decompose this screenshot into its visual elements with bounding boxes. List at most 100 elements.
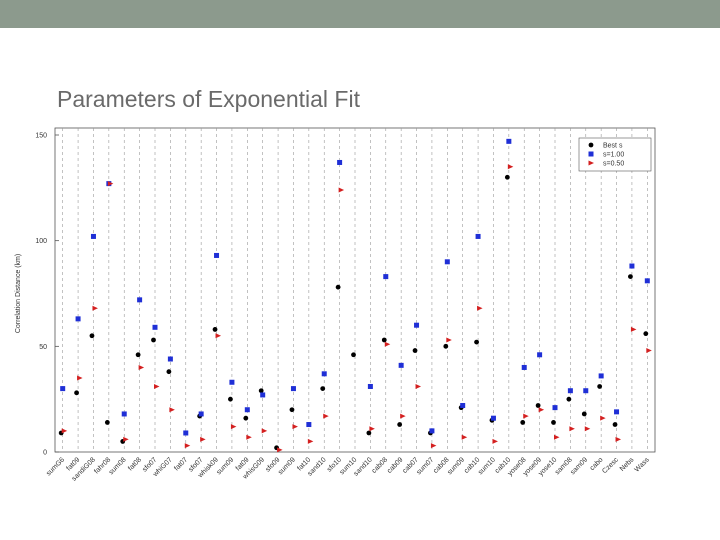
point — [74, 390, 79, 396]
point — [414, 322, 420, 328]
point — [400, 413, 406, 419]
point — [612, 422, 618, 427]
point — [321, 371, 327, 377]
point — [320, 386, 326, 391]
point — [412, 348, 418, 353]
x-tick-label: sum09 — [277, 456, 297, 476]
point — [183, 430, 189, 436]
point — [92, 305, 98, 311]
point — [260, 392, 266, 398]
point — [521, 364, 527, 370]
point — [335, 284, 341, 290]
point — [383, 274, 389, 280]
point — [381, 337, 387, 343]
point — [169, 407, 175, 413]
point — [306, 422, 312, 428]
point — [600, 415, 606, 421]
point — [135, 352, 141, 358]
y-axis-label: Correlation Distance (km) — [15, 254, 22, 333]
x-tick-label: sum08 — [108, 456, 128, 476]
point — [123, 436, 129, 442]
point — [584, 426, 591, 432]
point — [212, 327, 218, 332]
point — [152, 324, 158, 330]
point — [598, 373, 604, 379]
point — [643, 331, 649, 337]
point — [551, 420, 556, 425]
point — [369, 426, 375, 432]
legend-label: s=1.00 — [603, 152, 624, 159]
point — [384, 341, 391, 347]
point — [566, 396, 572, 402]
point — [367, 383, 373, 389]
point — [121, 411, 127, 417]
point — [107, 181, 114, 187]
point — [443, 343, 449, 349]
point — [243, 415, 249, 421]
point — [258, 388, 264, 394]
slide-title: Parameters of Exponential Fit — [57, 86, 360, 112]
point — [261, 428, 268, 434]
point — [628, 274, 633, 279]
point — [552, 405, 558, 411]
x-tick-label: Czesc — [601, 456, 620, 475]
point — [430, 443, 437, 449]
point — [77, 375, 83, 381]
point — [507, 164, 514, 170]
point — [230, 424, 237, 430]
legend-marker — [588, 142, 594, 148]
point — [215, 333, 222, 339]
x-tick-label: fat08 — [127, 456, 143, 472]
y-tick-label: 50 — [39, 344, 47, 351]
point — [61, 428, 68, 434]
point — [461, 434, 468, 440]
point — [537, 352, 543, 358]
point — [429, 428, 435, 434]
point — [554, 434, 560, 440]
point — [307, 438, 314, 444]
point — [89, 333, 95, 339]
point — [366, 430, 372, 436]
point — [492, 438, 498, 444]
x-tick-label: sum09 — [216, 456, 236, 476]
point — [289, 407, 295, 413]
legend-label: s=0.50 — [603, 161, 624, 168]
point — [154, 383, 160, 389]
point — [214, 252, 220, 258]
point — [446, 337, 452, 343]
x-tick-label: cab09 — [386, 456, 405, 475]
point — [166, 369, 172, 375]
y-tick-label: 150 — [35, 133, 47, 140]
top-bar — [0, 0, 720, 28]
point — [583, 388, 589, 394]
point — [535, 403, 541, 408]
x-tick-label: Nebs — [619, 456, 636, 473]
point — [630, 326, 637, 332]
point — [184, 443, 191, 449]
point — [567, 388, 573, 394]
point — [444, 259, 450, 265]
point — [290, 386, 296, 392]
point — [351, 352, 356, 358]
point — [597, 384, 603, 389]
point — [104, 420, 110, 425]
point — [415, 383, 422, 389]
point — [138, 364, 145, 370]
point — [246, 434, 252, 440]
point — [477, 305, 483, 311]
x-tick-label: sum09 — [446, 456, 466, 476]
point — [614, 409, 620, 415]
point — [615, 436, 622, 442]
point — [167, 356, 173, 362]
x-tick-label: cab08 — [371, 456, 390, 475]
point — [229, 379, 235, 385]
point — [460, 403, 466, 409]
x-tick-label: sumG6 — [45, 456, 66, 477]
x-tick-label: sum10 — [477, 456, 497, 476]
point — [90, 233, 96, 239]
point — [244, 407, 250, 413]
point — [474, 339, 479, 345]
point — [569, 426, 575, 432]
y-tick-label: 0 — [43, 450, 47, 457]
